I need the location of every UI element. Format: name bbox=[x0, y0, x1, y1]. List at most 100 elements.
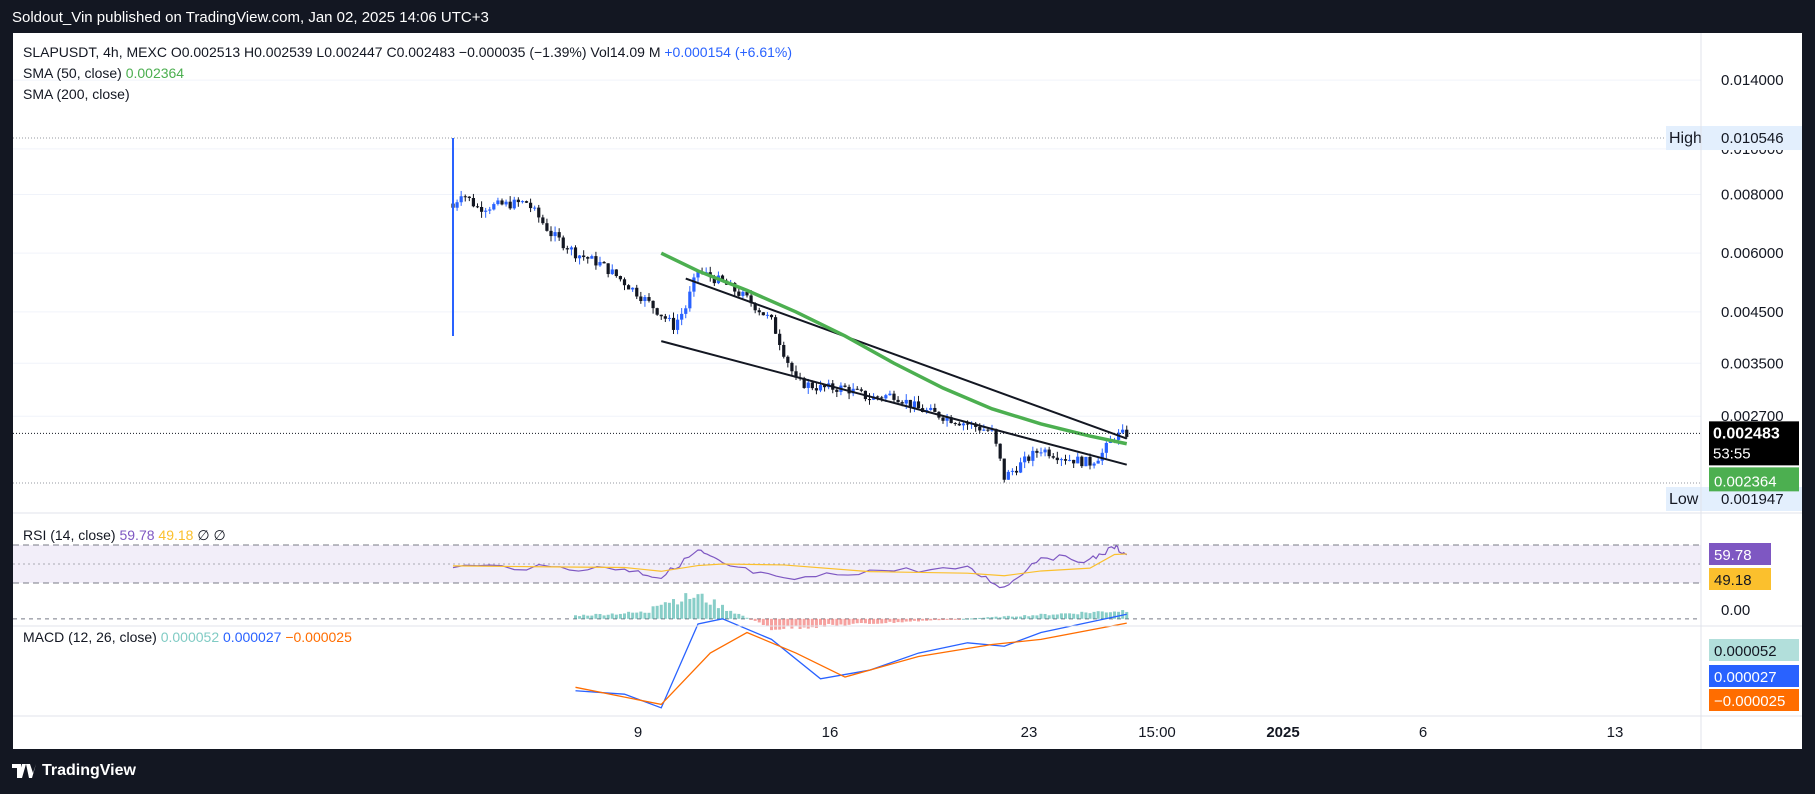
candle-body[interactable] bbox=[884, 395, 888, 399]
candle-body[interactable] bbox=[1092, 463, 1096, 466]
candle-body[interactable] bbox=[929, 407, 933, 410]
candle-body[interactable] bbox=[561, 237, 565, 249]
candle-body[interactable] bbox=[524, 201, 529, 203]
candle-body[interactable] bbox=[896, 399, 900, 403]
candle-body[interactable] bbox=[855, 388, 859, 390]
candle-body[interactable] bbox=[467, 196, 471, 199]
candle-body[interactable] bbox=[749, 295, 753, 304]
candle-body[interactable] bbox=[520, 201, 525, 203]
candle-body[interactable] bbox=[933, 407, 937, 412]
candle-body[interactable] bbox=[1080, 456, 1084, 467]
candle-body[interactable] bbox=[500, 200, 504, 205]
candle-body[interactable] bbox=[1096, 460, 1100, 464]
candle-body[interactable] bbox=[1051, 456, 1055, 458]
candle-body[interactable] bbox=[565, 248, 569, 250]
candle-body[interactable] bbox=[537, 207, 541, 218]
candle-body[interactable] bbox=[582, 255, 586, 258]
candle-body[interactable] bbox=[606, 263, 610, 275]
candle-body[interactable] bbox=[1072, 459, 1076, 464]
candle-body[interactable] bbox=[912, 401, 917, 408]
candle-body[interactable] bbox=[737, 291, 741, 296]
candle-body[interactable] bbox=[745, 291, 749, 296]
candle-body[interactable] bbox=[488, 209, 492, 211]
candle-body[interactable] bbox=[492, 204, 496, 210]
candle-body[interactable] bbox=[1014, 470, 1019, 473]
candle-body[interactable] bbox=[598, 262, 602, 266]
candle-body[interactable] bbox=[757, 310, 761, 313]
candle-body[interactable] bbox=[876, 396, 880, 398]
candle-body[interactable] bbox=[659, 314, 663, 317]
candle-body[interactable] bbox=[635, 287, 639, 297]
candle-body[interactable] bbox=[908, 399, 912, 408]
candle-body[interactable] bbox=[1043, 449, 1047, 453]
candle-body[interactable] bbox=[463, 196, 467, 198]
candle-body[interactable] bbox=[512, 199, 516, 209]
candle-body[interactable] bbox=[1047, 449, 1051, 457]
candle-body[interactable] bbox=[667, 317, 672, 319]
candle-body[interactable] bbox=[916, 401, 921, 409]
candle-body[interactable] bbox=[888, 393, 892, 396]
candle-body[interactable] bbox=[978, 426, 982, 431]
candle-body[interactable] bbox=[822, 385, 827, 388]
candle-body[interactable] bbox=[692, 277, 696, 292]
candle-body[interactable] bbox=[867, 399, 872, 401]
candle-body[interactable] bbox=[631, 287, 635, 290]
candle-body[interactable] bbox=[647, 297, 651, 301]
candle-body[interactable] bbox=[586, 257, 590, 259]
candle-body[interactable] bbox=[533, 207, 537, 209]
candle-body[interactable] bbox=[1039, 452, 1043, 454]
candle-body[interactable] bbox=[982, 429, 986, 431]
candle-body[interactable] bbox=[675, 319, 680, 330]
candle-body[interactable] bbox=[957, 423, 961, 426]
candle-body[interactable] bbox=[782, 344, 786, 357]
candle-body[interactable] bbox=[1023, 456, 1027, 463]
candle-body[interactable] bbox=[965, 423, 970, 425]
candle-body[interactable] bbox=[778, 333, 782, 345]
candle-body[interactable] bbox=[741, 291, 745, 296]
candle-body[interactable] bbox=[455, 202, 459, 208]
candle-body[interactable] bbox=[651, 300, 655, 309]
candle-body[interactable] bbox=[986, 429, 990, 431]
candle-body[interactable] bbox=[806, 382, 810, 388]
candle-body[interactable] bbox=[945, 417, 949, 421]
candle-body[interactable] bbox=[949, 417, 953, 424]
candle-body[interactable] bbox=[484, 210, 488, 212]
candle-body[interactable] bbox=[720, 275, 725, 281]
candle-body[interactable] bbox=[1104, 442, 1108, 453]
candle-body[interactable] bbox=[1063, 459, 1068, 461]
candle-body[interactable] bbox=[1084, 456, 1088, 467]
candle-body[interactable] bbox=[590, 256, 594, 259]
candle-body[interactable] bbox=[961, 423, 966, 426]
candlestick-chart[interactable]: 0.0140000.0100000.0080000.0060000.004500… bbox=[13, 33, 1802, 749]
candle-body[interactable] bbox=[610, 269, 614, 275]
candle-body[interactable] bbox=[614, 269, 618, 277]
candle-body[interactable] bbox=[818, 385, 823, 391]
candle-body[interactable] bbox=[769, 314, 774, 318]
candle-body[interactable] bbox=[994, 429, 998, 444]
candle-body[interactable] bbox=[516, 199, 520, 203]
candle-body[interactable] bbox=[594, 256, 598, 266]
candle-body[interactable] bbox=[953, 423, 957, 425]
candle-body[interactable] bbox=[1006, 471, 1010, 480]
candle-body[interactable] bbox=[1018, 462, 1023, 473]
candle-body[interactable] bbox=[626, 285, 631, 290]
candle-body[interactable] bbox=[553, 232, 557, 237]
candle-body[interactable] bbox=[1121, 429, 1125, 433]
candle-body[interactable] bbox=[508, 201, 512, 209]
candle-body[interactable] bbox=[569, 247, 574, 250]
candle-body[interactable] bbox=[655, 308, 659, 315]
candle-body[interactable] bbox=[786, 356, 790, 363]
candle-body[interactable] bbox=[504, 201, 508, 205]
candle-body[interactable] bbox=[496, 200, 500, 205]
candle-body[interactable] bbox=[528, 202, 533, 209]
tradingview-logo[interactable]: TradingView bbox=[12, 762, 136, 780]
candle-body[interactable] bbox=[1067, 459, 1072, 461]
candle-body[interactable] bbox=[904, 399, 908, 404]
candle-body[interactable] bbox=[900, 402, 904, 404]
trendline[interactable] bbox=[685, 277, 1128, 440]
candle-body[interactable] bbox=[880, 397, 884, 399]
candle-body[interactable] bbox=[471, 198, 476, 207]
candle-body[interactable] bbox=[459, 196, 463, 203]
candle-body[interactable] bbox=[843, 385, 847, 387]
trendline[interactable] bbox=[660, 340, 1128, 466]
